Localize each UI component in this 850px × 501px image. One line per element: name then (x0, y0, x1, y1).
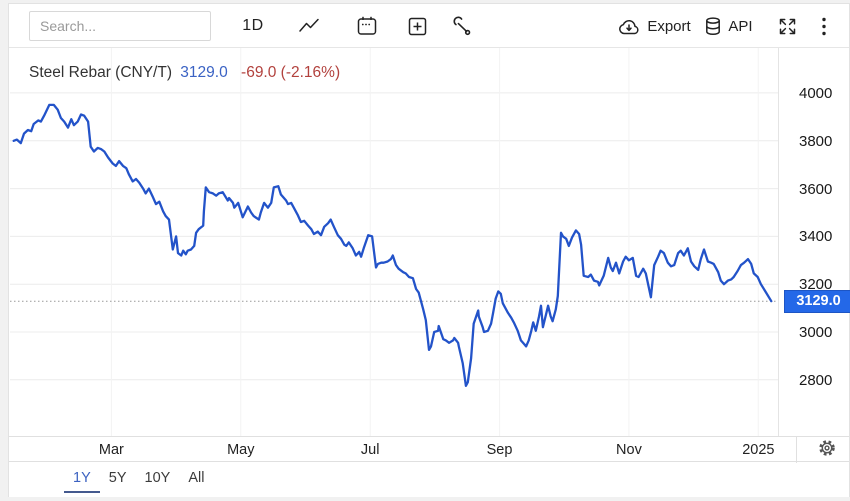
api-label: API (728, 17, 753, 35)
y-axis: 2800 3000 3200 3400 3600 3800 4000 (799, 4, 850, 436)
range-tab-all[interactable]: All (188, 470, 205, 486)
y-axis-border (778, 48, 779, 436)
toolbar: 1D (9, 4, 849, 48)
y-axis-label: 3600 (799, 180, 833, 198)
x-axis-label: Sep (486, 442, 513, 458)
x-axis: Mar May Jul Sep Nov 2025 (9, 436, 849, 463)
x-axis-label: Jul (360, 442, 380, 458)
price-chart-plot[interactable] (10, 48, 778, 436)
range-tabs: 1Y 5Y 10Y All (9, 463, 849, 497)
fullscreen-icon (777, 16, 798, 37)
y-axis-label: 3000 (799, 324, 833, 341)
instrument-title: Steel Rebar (CNY/T) (29, 64, 172, 81)
x-axis-label: 2025 (742, 442, 775, 458)
fullscreen-button[interactable] (769, 4, 805, 48)
kebab-menu-icon (821, 16, 827, 37)
calendar-icon (356, 15, 378, 37)
y-axis-label: 3800 (799, 132, 833, 150)
last-price: 3129.0 (180, 64, 228, 81)
database-icon (703, 16, 723, 37)
y-axis-label: 2800 (799, 371, 833, 389)
api-button[interactable]: API (695, 4, 761, 48)
range-tab-5y[interactable]: 5Y (108, 470, 127, 486)
x-axis-label: May (227, 442, 255, 458)
compare-button[interactable] (397, 4, 437, 48)
range-tab-10y[interactable]: 10Y (144, 470, 171, 486)
export-button[interactable]: Export (610, 4, 698, 48)
axis-separator (796, 437, 797, 463)
x-axis-label: Mar (98, 442, 124, 458)
calendar-button[interactable] (347, 4, 387, 48)
chart-settings-button[interactable] (807, 438, 847, 462)
price-change: -69.0 (-2.16%) (241, 64, 341, 81)
line-chart-icon (297, 16, 321, 36)
interval-button[interactable]: 1D (231, 4, 275, 48)
range-tab-1y[interactable]: 1Y (64, 463, 100, 493)
export-label: Export (647, 17, 691, 35)
chart-widget: 1D (8, 3, 850, 497)
tools-button[interactable] (441, 4, 481, 48)
x-axis-label: Nov (616, 442, 642, 458)
chart-type-button[interactable] (289, 4, 329, 48)
cloud-download-icon (617, 17, 641, 36)
plus-square-icon (407, 16, 428, 37)
current-price-badge: 3129.0 (784, 289, 850, 313)
menu-button[interactable] (809, 4, 839, 48)
gear-icon (817, 438, 837, 463)
y-axis-label: 4000 (799, 84, 833, 102)
y-axis-label: 3200 (799, 276, 833, 294)
search-input[interactable] (29, 11, 211, 41)
interval-label: 1D (242, 17, 264, 34)
wrench-icon (451, 16, 472, 37)
chart-header: Steel Rebar (CNY/T) 3129.0 -69.0 (-2.16%… (29, 64, 340, 82)
y-axis-label: 3400 (799, 228, 833, 246)
